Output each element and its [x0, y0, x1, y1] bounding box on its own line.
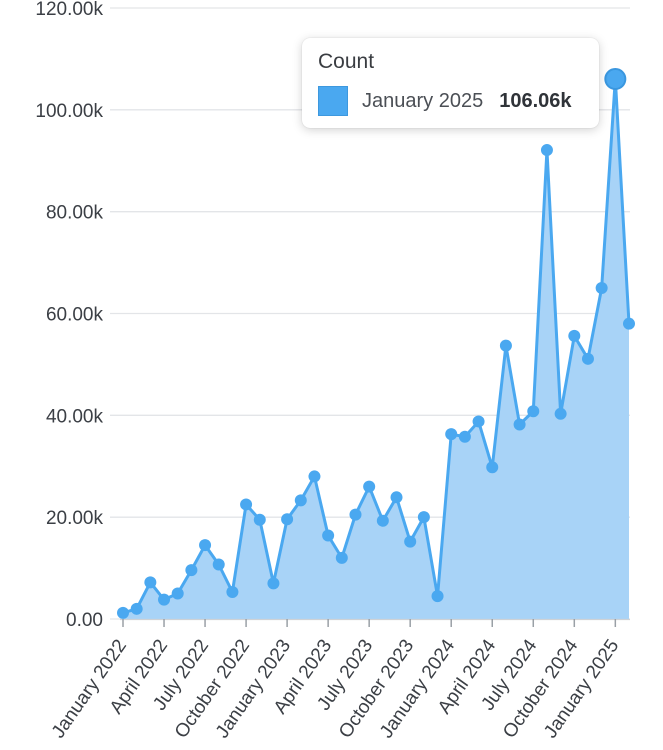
data-point	[623, 317, 635, 330]
data-point	[499, 339, 512, 352]
data-point	[199, 539, 212, 552]
data-point	[212, 558, 225, 571]
data-point	[513, 418, 526, 431]
data-point	[171, 587, 184, 600]
area-fill	[123, 78, 629, 619]
tooltip-label: January 2025	[362, 89, 484, 112]
tooltip-color-swatch	[318, 86, 348, 116]
data-point	[472, 415, 485, 428]
data-point	[431, 590, 444, 603]
tooltip-value: 106.06k	[499, 89, 572, 112]
data-point	[595, 282, 608, 295]
data-point	[404, 535, 417, 548]
data-point	[281, 513, 294, 526]
data-point	[581, 352, 594, 365]
y-tick-label: 60.00k	[46, 305, 104, 326]
y-tick-label: 0.00	[66, 610, 103, 631]
data-point	[445, 428, 458, 441]
data-point	[240, 498, 253, 511]
data-point	[253, 513, 266, 526]
data-point	[294, 494, 307, 507]
y-tick-label: 100.00k	[35, 101, 103, 122]
data-point	[144, 576, 157, 589]
data-point	[349, 508, 362, 521]
highlighted-data-point	[604, 67, 627, 90]
tooltip-row: January 2025 106.06k	[318, 86, 583, 116]
data-point	[540, 144, 553, 157]
y-tick-label: 40.00k	[46, 406, 104, 427]
data-point	[130, 602, 143, 615]
data-point	[376, 514, 389, 527]
data-point	[322, 529, 335, 542]
data-point	[267, 577, 280, 590]
data-point	[226, 586, 239, 599]
data-point	[486, 461, 499, 474]
data-point	[417, 511, 430, 524]
y-tick-label: 20.00k	[46, 508, 104, 529]
data-point	[458, 430, 471, 443]
data-point	[185, 564, 198, 577]
y-tick-label: 120.00k	[35, 0, 103, 20]
data-point	[158, 593, 171, 606]
data-point	[568, 329, 581, 342]
data-point	[308, 470, 321, 483]
data-point	[117, 606, 129, 619]
data-point	[335, 551, 348, 564]
y-tick-label: 80.00k	[46, 203, 104, 224]
data-point	[390, 491, 403, 504]
data-point	[363, 480, 376, 493]
data-point	[527, 405, 540, 418]
chart-tooltip: Count January 2025 106.06k	[302, 38, 599, 128]
tooltip-title: Count	[318, 50, 375, 73]
data-point	[554, 407, 567, 420]
